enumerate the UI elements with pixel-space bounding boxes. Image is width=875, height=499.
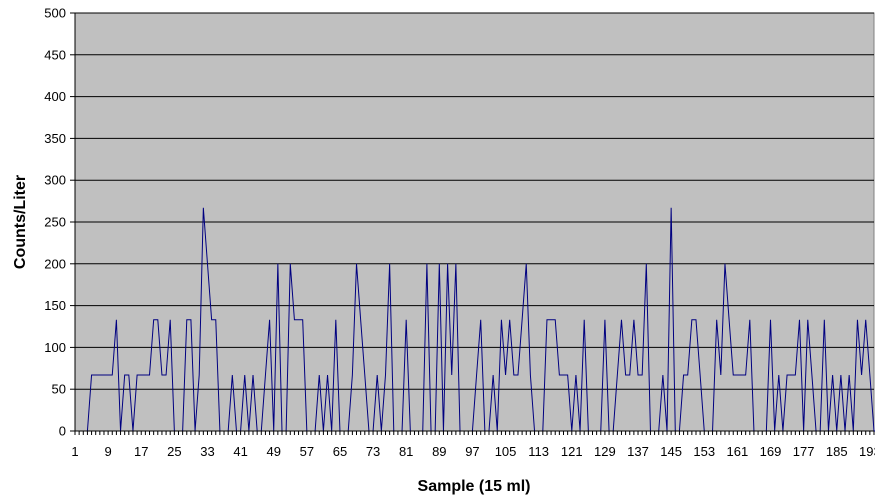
x-tick-label: 161 bbox=[727, 444, 749, 459]
x-tick-label: 1 bbox=[71, 444, 78, 459]
x-tick-label: 121 bbox=[561, 444, 583, 459]
y-tick-label: 50 bbox=[52, 382, 66, 397]
y-tick-label: 100 bbox=[44, 340, 66, 355]
x-tick-label: 113 bbox=[528, 444, 549, 459]
y-tick-label: 150 bbox=[44, 298, 66, 313]
x-tick-label: 25 bbox=[167, 444, 181, 459]
x-tick-label: 49 bbox=[266, 444, 280, 459]
x-tick-label: 129 bbox=[594, 444, 616, 459]
x-tick-label: 81 bbox=[399, 444, 413, 459]
x-tick-label: 89 bbox=[432, 444, 446, 459]
y-axis-title: Counts/Liter bbox=[12, 175, 29, 269]
y-tick-label: 200 bbox=[44, 256, 66, 271]
x-tick-label: 9 bbox=[105, 444, 112, 459]
x-tick-label: 185 bbox=[826, 444, 848, 459]
y-tick-label: 300 bbox=[44, 173, 66, 188]
y-tick-label: 250 bbox=[44, 215, 66, 230]
x-tick-label: 177 bbox=[793, 444, 815, 459]
y-tick-label: 500 bbox=[44, 6, 66, 21]
x-tick-label: 145 bbox=[660, 444, 682, 459]
gridlines bbox=[75, 12, 874, 390]
y-tick-label: 400 bbox=[44, 89, 66, 104]
x-tick-label: 33 bbox=[200, 444, 214, 459]
x-axis-title: Sample (15 ml) bbox=[418, 478, 531, 495]
x-tick-label: 41 bbox=[233, 444, 247, 459]
x-tick-label: 193 bbox=[859, 444, 875, 459]
x-tick-label: 73 bbox=[366, 444, 380, 459]
x-tick-label: 137 bbox=[627, 444, 649, 459]
x-tick-label: 105 bbox=[495, 444, 517, 459]
x-tick-label: 57 bbox=[300, 444, 314, 459]
x-tick-label: 65 bbox=[333, 444, 347, 459]
y-tick-label: 0 bbox=[59, 424, 66, 439]
y-tick-label: 350 bbox=[44, 131, 66, 146]
x-tick-label: 169 bbox=[760, 444, 782, 459]
y-axis-ticks: 0 50 100 150 200 250 300 350 400 450 500 bbox=[44, 6, 75, 439]
x-tick-label: 97 bbox=[465, 444, 479, 459]
y-tick-label: 450 bbox=[44, 47, 66, 62]
x-axis-ticks: 1 9 17 25 33 41 49 57 65 73 81 89 97 105 113 121 129 137 1… bbox=[71, 431, 875, 459]
x-tick-label: 17 bbox=[134, 444, 148, 459]
x-tick-label: 153 bbox=[693, 444, 715, 459]
